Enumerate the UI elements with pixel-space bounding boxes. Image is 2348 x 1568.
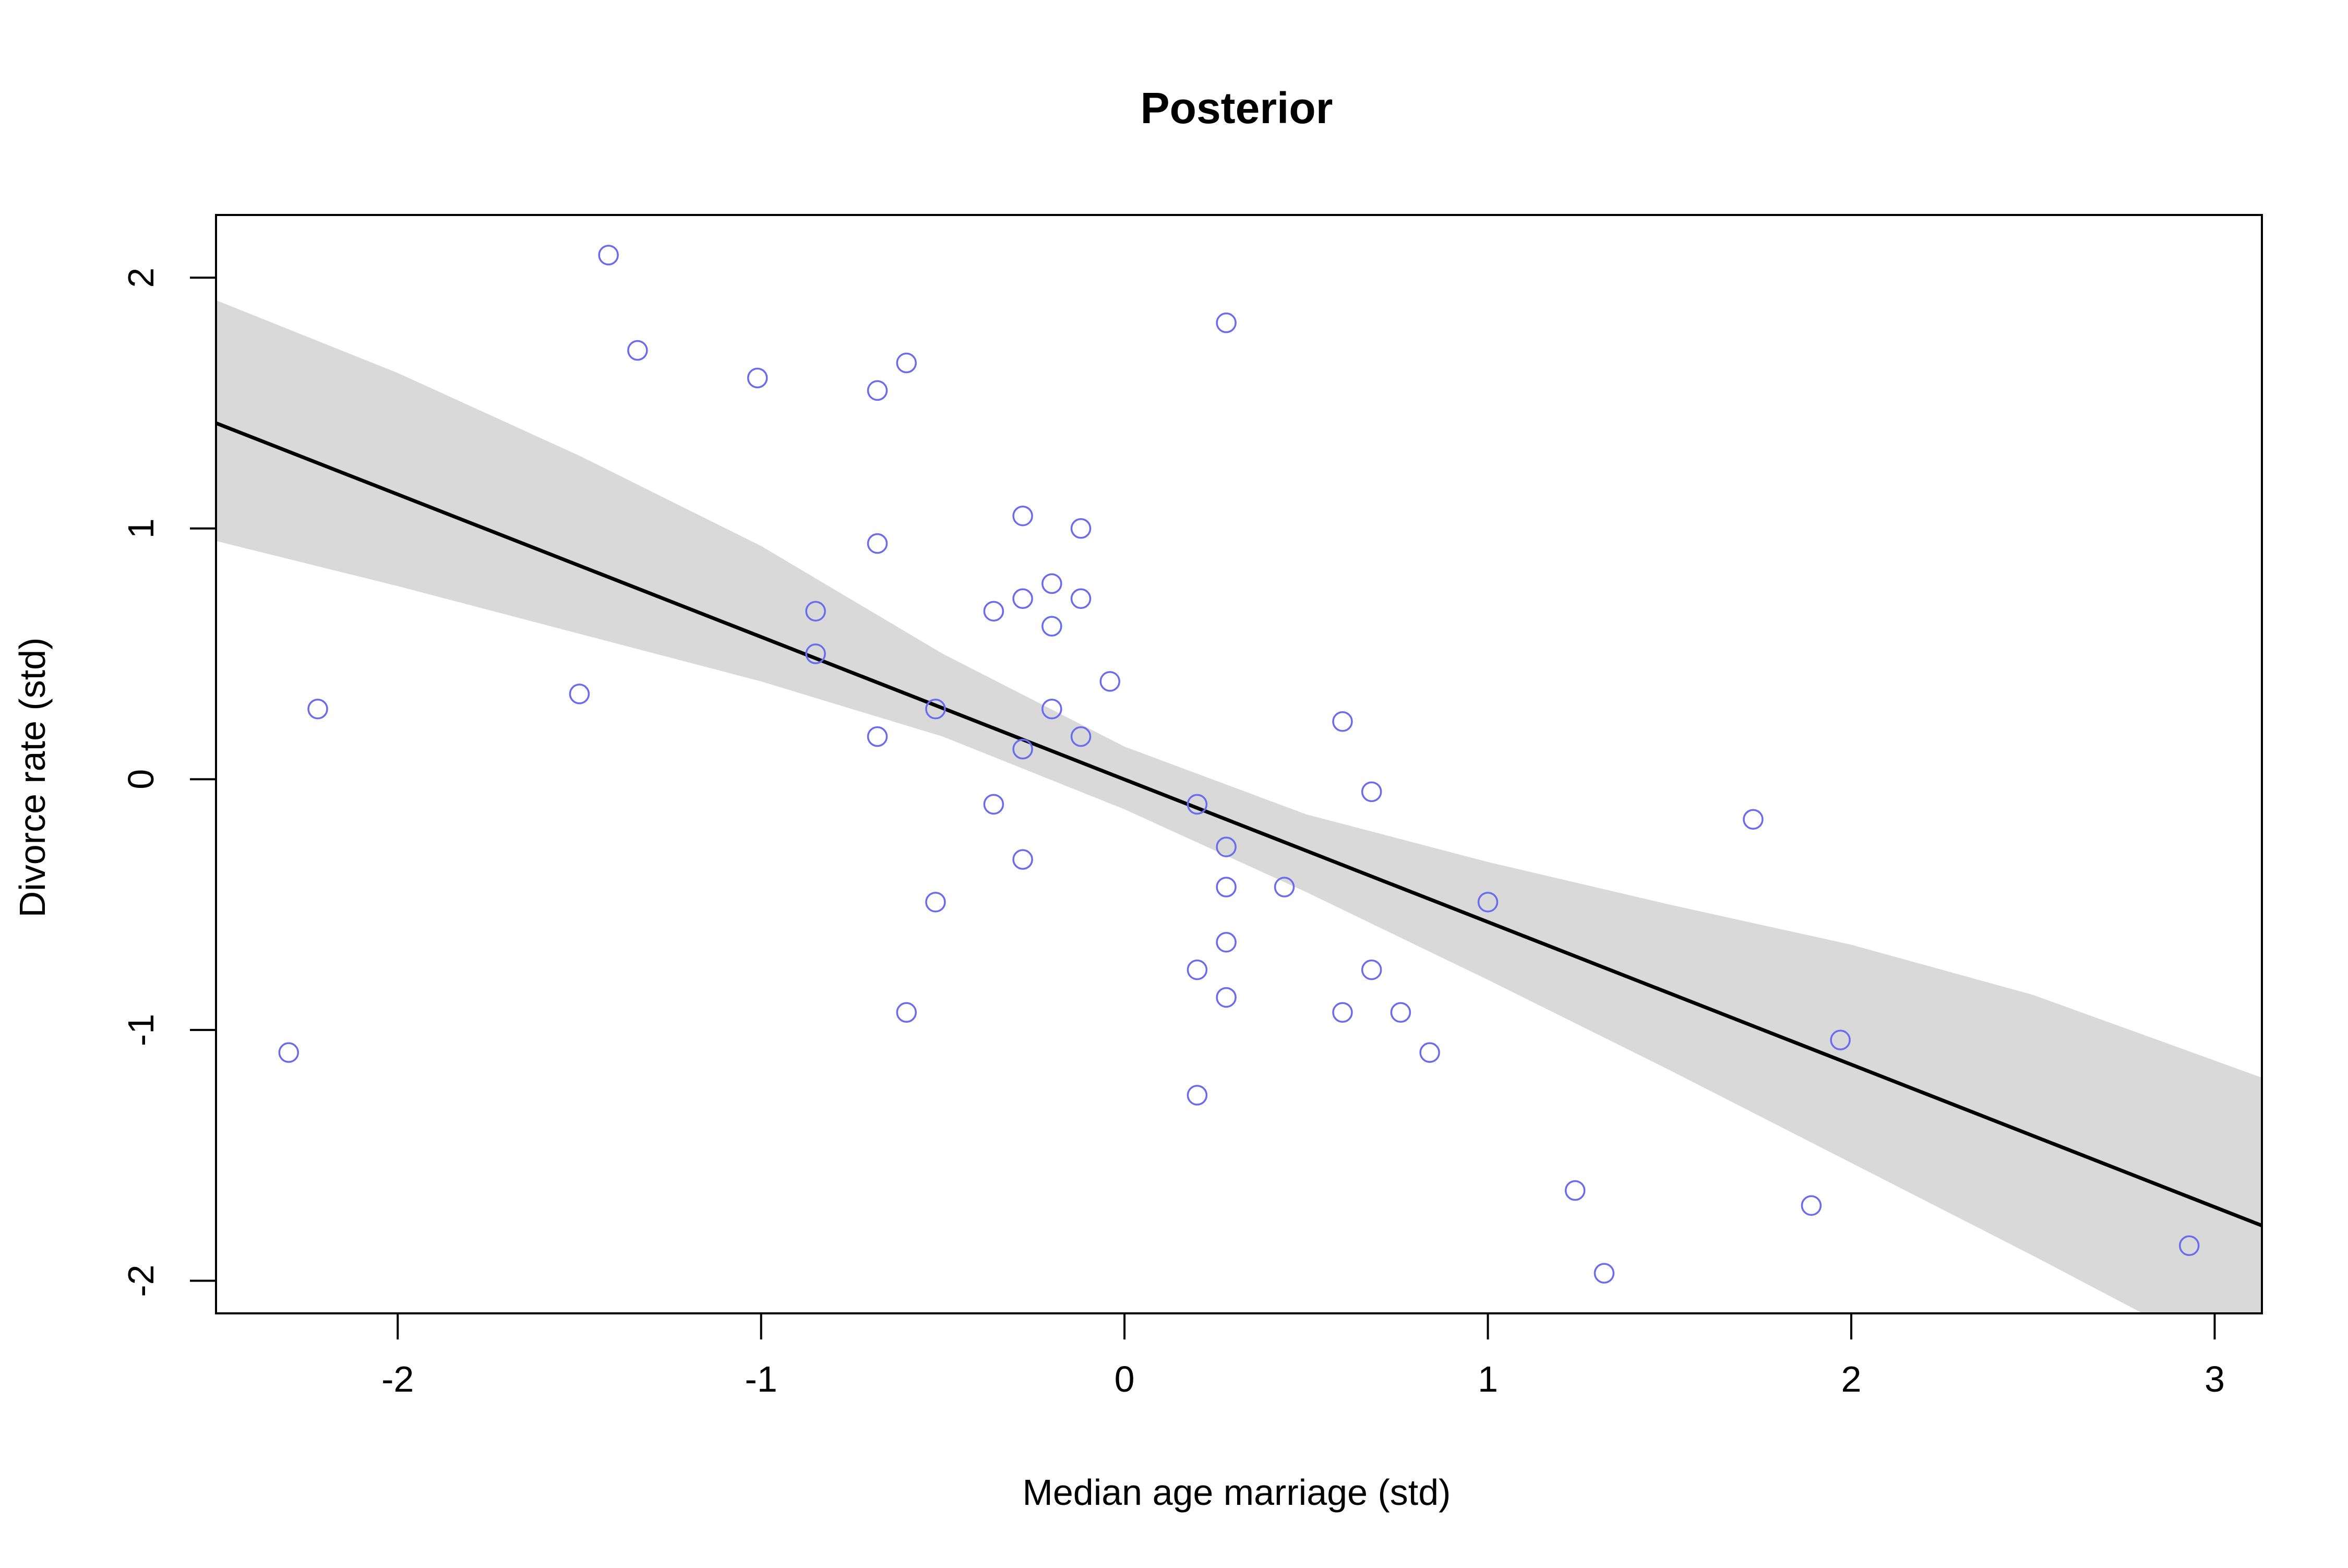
data-point xyxy=(1012,738,1033,760)
data-point xyxy=(805,643,826,664)
data-point xyxy=(867,533,888,554)
data-point xyxy=(1216,312,1237,333)
data-point xyxy=(1830,1030,1851,1050)
data-point xyxy=(925,892,946,913)
data-point xyxy=(1187,794,1208,815)
data-point xyxy=(1012,588,1033,609)
data-point xyxy=(867,726,888,747)
data-point xyxy=(1477,892,1499,913)
x-tick-label: 3 xyxy=(2205,1359,2225,1399)
data-point xyxy=(1564,1180,1586,1201)
data-point xyxy=(747,367,768,389)
data-point xyxy=(1332,1002,1353,1023)
data-point xyxy=(867,380,888,401)
data-point xyxy=(278,1042,300,1063)
y-axis: -2 -1 0 1 2 xyxy=(121,268,216,1297)
data-point xyxy=(1041,573,1062,594)
data-point xyxy=(2178,1235,2200,1256)
data-point xyxy=(569,684,590,704)
data-point xyxy=(1361,781,1382,803)
mean-line-layer xyxy=(216,421,2262,1228)
data-point xyxy=(1187,959,1208,980)
data-point xyxy=(1041,699,1062,720)
x-axis-label: Median age marriage (std) xyxy=(1023,1472,1451,1513)
y-tick-label: 0 xyxy=(121,769,161,789)
data-point xyxy=(1743,809,1764,830)
x-tick-label: 0 xyxy=(1115,1359,1135,1399)
plot-frame xyxy=(215,214,2263,1314)
credible-interval-layer xyxy=(216,300,2262,1313)
data-point xyxy=(1390,1002,1411,1023)
chart-title: Posterior xyxy=(1141,83,1333,133)
data-point xyxy=(1801,1195,1822,1216)
x-axis: -2 -1 0 1 2 3 xyxy=(381,1313,2225,1399)
y-tick-label: 2 xyxy=(121,268,161,288)
data-point xyxy=(1216,877,1237,897)
data-point xyxy=(1187,1085,1208,1106)
data-point xyxy=(1041,616,1062,637)
data-point xyxy=(1070,518,1092,539)
data-point xyxy=(627,340,648,361)
x-tick-label: 1 xyxy=(1478,1359,1498,1399)
data-point xyxy=(1070,726,1092,747)
data-point xyxy=(1361,959,1382,980)
data-point xyxy=(1594,1263,1615,1284)
y-tick-label: 1 xyxy=(121,518,161,538)
credible-interval-band xyxy=(216,300,2262,1313)
data-point xyxy=(1216,836,1237,857)
data-point xyxy=(1419,1042,1440,1063)
x-tick-label: 2 xyxy=(1841,1359,1862,1399)
x-tick-label: -1 xyxy=(745,1359,777,1399)
data-point xyxy=(1012,505,1033,526)
y-tick-label: -1 xyxy=(121,1014,161,1046)
data-point xyxy=(1070,588,1092,609)
data-point xyxy=(896,352,917,374)
data-point xyxy=(925,699,946,720)
data-point xyxy=(896,1002,917,1023)
data-point xyxy=(1216,987,1237,1008)
data-point xyxy=(805,601,826,622)
data-point xyxy=(1012,849,1033,870)
data-point xyxy=(983,601,1004,622)
data-point xyxy=(1274,877,1295,897)
data-point xyxy=(307,699,328,720)
posterior-mean-line xyxy=(216,421,2262,1228)
x-tick-label: -2 xyxy=(381,1359,414,1399)
data-point xyxy=(983,794,1004,815)
data-point xyxy=(1216,931,1237,953)
data-point xyxy=(598,245,619,266)
data-point xyxy=(1332,711,1353,732)
data-points-layer xyxy=(278,245,2200,1284)
y-axis-label: Divorce rate (std) xyxy=(12,638,53,918)
y-tick-label: -2 xyxy=(121,1264,161,1297)
data-point xyxy=(1099,671,1121,692)
